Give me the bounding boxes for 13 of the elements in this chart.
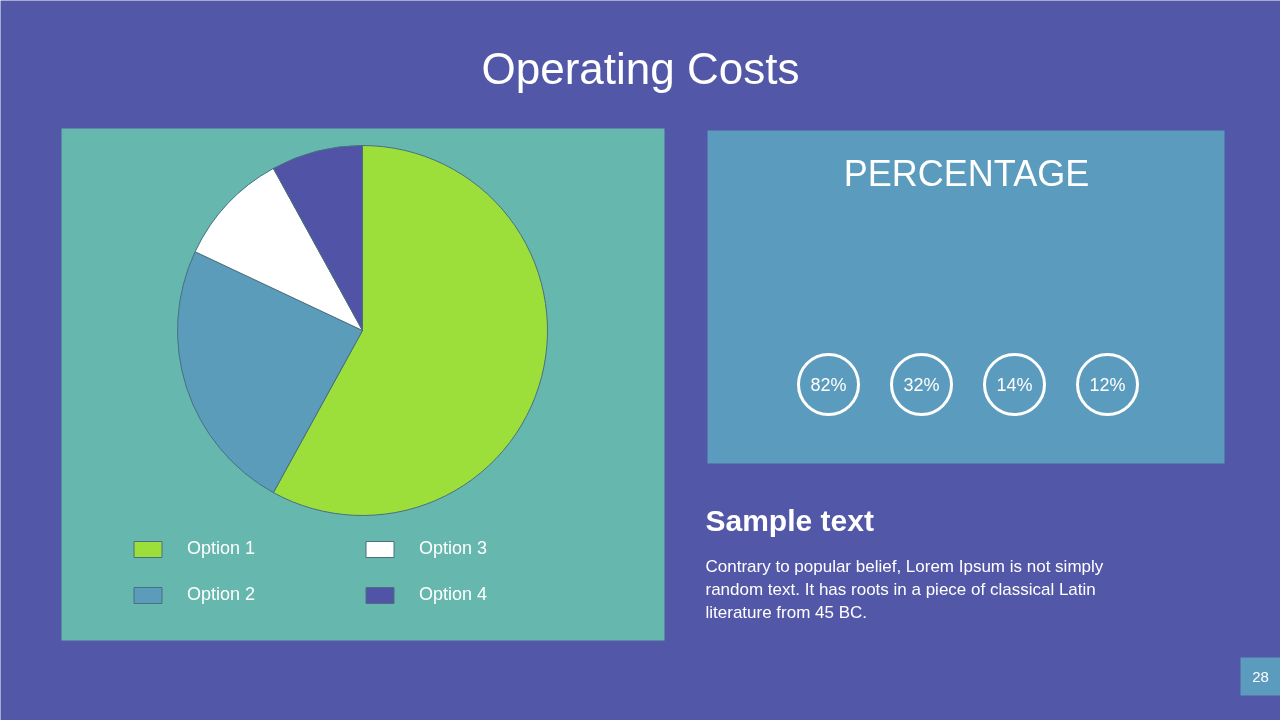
data-label: 12% — [1089, 374, 1126, 395]
data-label: 82% — [810, 374, 847, 395]
legend-label: Option 2 — [187, 584, 257, 605]
legend-label: Option 3 — [419, 538, 489, 559]
legend-label: Option 1 — [187, 538, 257, 559]
text: PERCENTAGE — [843, 153, 1090, 194]
data-label: 14% — [996, 374, 1033, 395]
legend-label: Option 4 — [419, 584, 489, 605]
text: 28 — [1252, 667, 1269, 685]
text: Contrary to popular belief, Lorem Ipsum is not simply random text. It has roots in a piece of classical Latin literature from 45 BC. — [705, 557, 1104, 622]
text: Operating Costs — [481, 44, 800, 93]
text: Sample text — [705, 504, 874, 537]
data-label: 32% — [903, 374, 940, 395]
